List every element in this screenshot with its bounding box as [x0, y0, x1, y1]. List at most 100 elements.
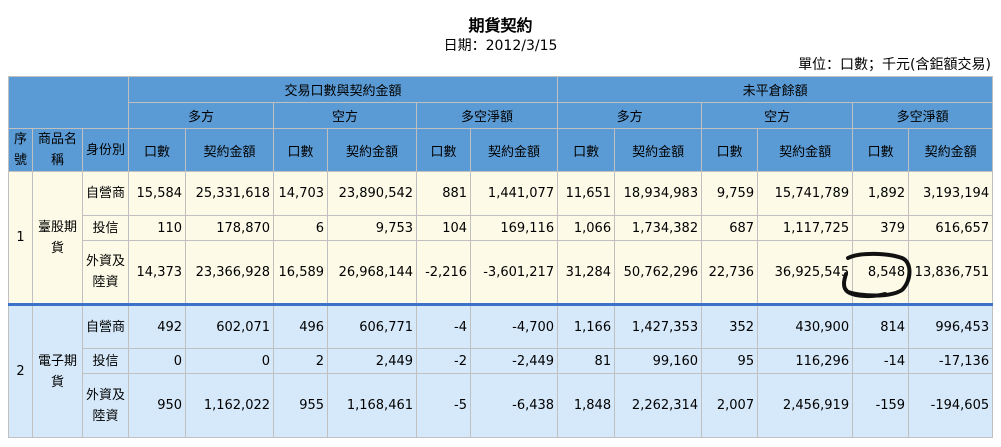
table-cell: 104	[416, 215, 472, 241]
table-cell: 950	[128, 373, 187, 438]
table-row: 外資及陸資 14,373 23,366,928 16,589 26,968,144 -2,…	[8, 240, 994, 305]
table-cell: 23,890,542	[327, 171, 418, 216]
report-date: 日期：2012/3/15	[443, 38, 558, 54]
table-row: 投信 0 0 2 2,449 -2 -2,449 81 99,160 95 116,296 -14 -1…	[8, 348, 994, 374]
col-header-seq: 序號	[8, 128, 33, 172]
table-cell: 2,007	[701, 373, 759, 438]
table-row: 投信 110 178,870 6 9,753 104 169,116 1,066 1,734,3…	[8, 215, 994, 241]
table-cell: 430,900	[757, 303, 854, 349]
table-cell: 955	[273, 373, 329, 438]
table-cell: 15,584	[128, 171, 187, 216]
table-cell: -17,136	[908, 348, 994, 374]
table-cell: 8,548	[852, 240, 910, 305]
col-header-amount: 契約金額	[470, 128, 559, 172]
table-cell: 0	[185, 348, 275, 374]
table-cell: 1,848	[557, 373, 616, 438]
table-cell: -194,605	[908, 373, 994, 438]
table-cell: 1,162,022	[185, 373, 275, 438]
table-cell: 1,066	[557, 215, 616, 241]
table-cell: 379	[852, 215, 910, 241]
col-header-amount: 契約金額	[757, 128, 854, 172]
col-header-lots: 口數	[128, 128, 187, 172]
table-cell: 18,934,983	[614, 171, 703, 216]
table-cell: 81	[557, 348, 616, 374]
table-cell: 996,453	[908, 303, 994, 349]
table-cell: 2,449	[327, 348, 418, 374]
row-seq: 1	[8, 171, 33, 305]
table-cell: 1,441,077	[470, 171, 559, 216]
col-header-amount: 契約金額	[614, 128, 703, 172]
table-row: 1 臺股期貨 自營商 15,584 25,331,618 14,703 23,890,542…	[8, 171, 994, 305]
group-header-trading: 交易口數與契約金額	[128, 76, 559, 103]
row-identity: 投信	[81, 215, 130, 241]
table-row: 外資及陸資 950 1,162,022 955 1,168,461 -5 -6,438 1,8…	[8, 373, 994, 438]
table-cell: 492	[128, 303, 187, 349]
side-header-oi-long: 多方	[557, 102, 703, 129]
table-cell: 1,166	[557, 303, 616, 349]
table-cell: 13,836,751	[908, 240, 994, 305]
row-product: 臺股期貨	[32, 171, 83, 305]
table-cell: 616,657	[908, 215, 994, 241]
table-cell: 14,373	[128, 240, 187, 305]
table-cell: 2,456,919	[757, 373, 854, 438]
table-cell: 496	[273, 303, 329, 349]
table-cell: 1,892	[852, 171, 910, 216]
table-cell: 606,771	[327, 303, 418, 349]
table-cell: 814	[852, 303, 910, 349]
table-cell: 6	[273, 215, 329, 241]
table-cell: 15,741,789	[757, 171, 854, 216]
table-cell: 116,296	[757, 348, 854, 374]
col-header-product: 商品名稱	[32, 128, 83, 172]
table-cell: 95	[701, 348, 759, 374]
futures-table: 交易口數與契約金額 未平倉餘額 多方 空方 多空淨額 多方 空方 多空淨額 序號…	[7, 76, 994, 438]
table-cell: -2,449	[470, 348, 559, 374]
table-cell: 14,703	[273, 171, 329, 216]
col-header-amount: 契約金額	[185, 128, 275, 172]
table-cell: 602,071	[185, 303, 275, 349]
col-header-lots: 口數	[557, 128, 616, 172]
table-cell: 50,762,296	[614, 240, 703, 305]
side-header-oi-short: 空方	[701, 102, 854, 129]
table-cell: -5	[416, 373, 472, 438]
col-header-lots: 口數	[416, 128, 472, 172]
table-cell: 2	[273, 348, 329, 374]
side-header-short: 空方	[273, 102, 418, 129]
table-cell: 178,870	[185, 215, 275, 241]
table-cell: 0	[128, 348, 187, 374]
col-header-identity: 身份別	[81, 128, 130, 172]
corner-header	[7, 76, 130, 129]
table-cell: -4,700	[470, 303, 559, 349]
table-cell: -2	[416, 348, 472, 374]
table-cell: 1,117,725	[757, 215, 854, 241]
table-cell: 1,427,353	[614, 303, 703, 349]
col-header-lots: 口數	[852, 128, 910, 172]
page-title: 期貨契約	[468, 16, 533, 35]
side-header-oi-net: 多空淨額	[852, 102, 994, 129]
table-cell: 31,284	[557, 240, 616, 305]
table-cell: 25,331,618	[185, 171, 275, 216]
table-cell: 22,736	[701, 240, 759, 305]
table-cell: 26,968,144	[327, 240, 418, 305]
table-cell: 99,160	[614, 348, 703, 374]
table-cell: 23,366,928	[185, 240, 275, 305]
row-identity: 外資及陸資	[81, 240, 130, 305]
table-cell: -159	[852, 373, 910, 438]
col-header-amount: 契約金額	[327, 128, 418, 172]
row-product: 電子期貨	[32, 303, 83, 438]
row-seq: 2	[8, 303, 33, 438]
table-cell: 169,116	[470, 215, 559, 241]
col-header-amount: 契約金額	[908, 128, 994, 172]
table-cell: -4	[416, 303, 472, 349]
table-cell: 881	[416, 171, 472, 216]
side-header-long: 多方	[128, 102, 275, 129]
table-cell: 110	[128, 215, 187, 241]
table-cell: -2,216	[416, 240, 472, 305]
table-cell: 3,193,194	[908, 171, 994, 216]
group-header-open-interest: 未平倉餘額	[557, 76, 994, 103]
row-identity: 自營商	[81, 171, 130, 216]
unit-note: 單位：口數；千元(含鉅額交易)	[798, 57, 991, 73]
table-cell: 1,168,461	[327, 373, 418, 438]
table-cell: -14	[852, 348, 910, 374]
table-cell: -6,438	[470, 373, 559, 438]
table-cell: 2,262,314	[614, 373, 703, 438]
